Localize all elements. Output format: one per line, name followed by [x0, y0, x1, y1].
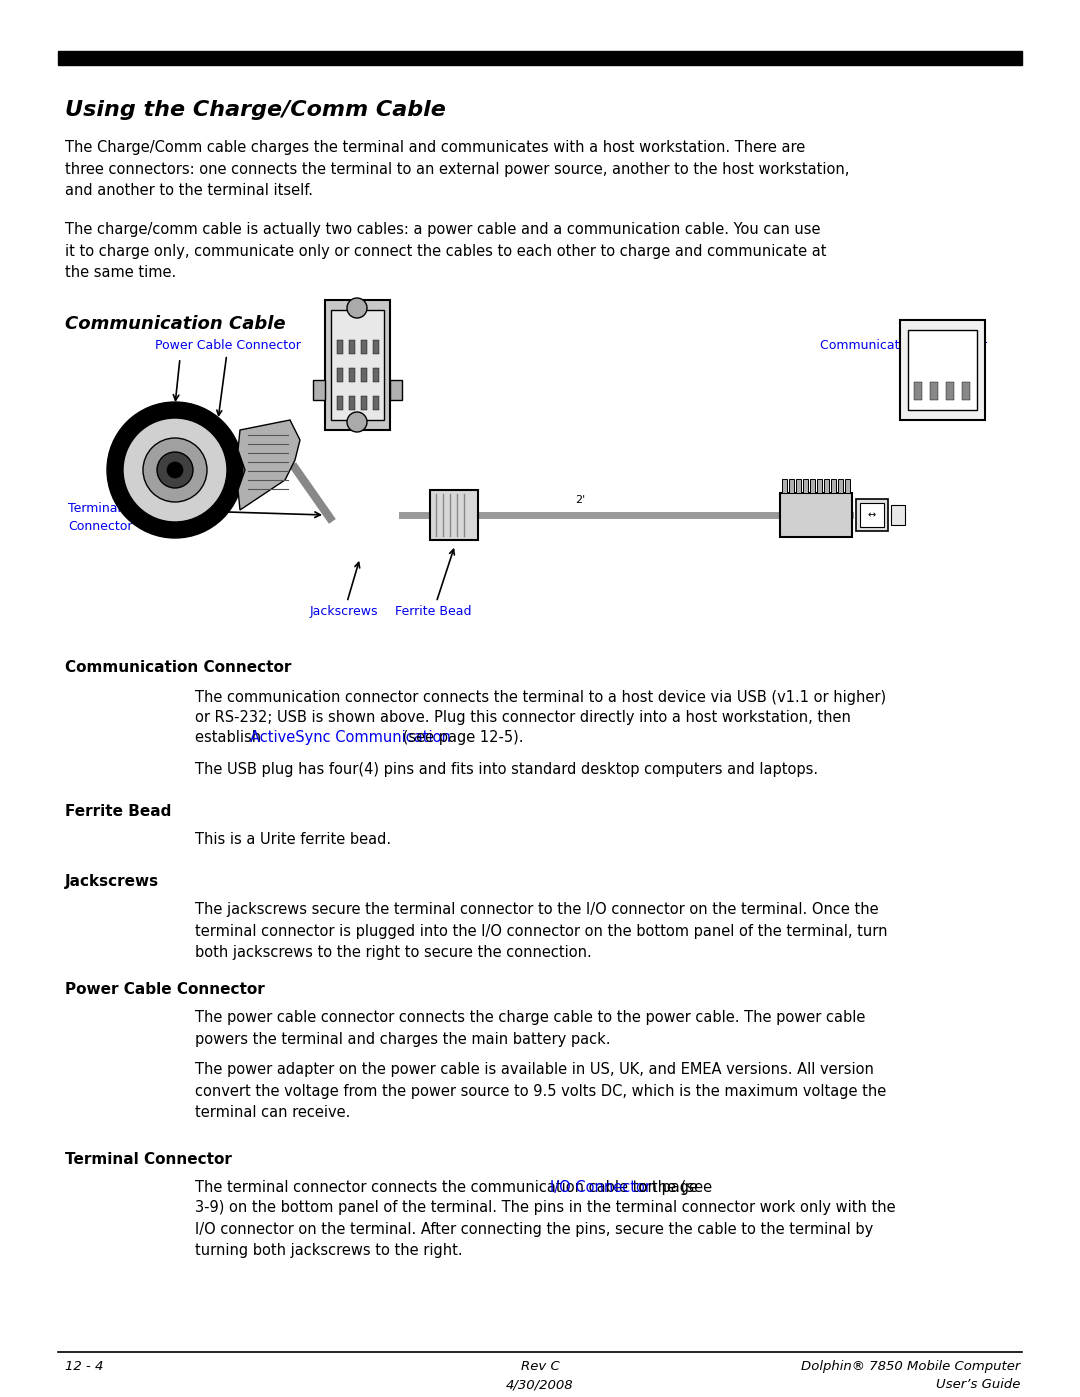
Text: The terminal connector connects the communication cable to the (see: The terminal connector connects the comm…: [195, 1180, 717, 1194]
Circle shape: [347, 298, 367, 319]
Bar: [900, 320, 985, 420]
Text: Rev C: Rev C: [521, 1361, 559, 1373]
Bar: [337, 367, 343, 381]
Bar: [373, 395, 379, 409]
Bar: [325, 300, 390, 430]
Bar: [330, 310, 384, 420]
Bar: [361, 367, 367, 381]
Text: or RS-232; USB is shown above. Plug this connector directly into a host workstat: or RS-232; USB is shown above. Plug this…: [195, 710, 851, 725]
Circle shape: [107, 402, 243, 538]
Circle shape: [123, 418, 227, 522]
Bar: [349, 339, 355, 353]
Text: ↔: ↔: [868, 510, 876, 520]
Text: 4/30/2008: 4/30/2008: [507, 1377, 573, 1391]
Circle shape: [143, 439, 207, 502]
Bar: [789, 479, 794, 493]
Bar: [845, 479, 850, 493]
Text: Dolphin® 7850 Mobile Computer: Dolphin® 7850 Mobile Computer: [800, 1361, 1020, 1373]
Bar: [816, 479, 822, 493]
Bar: [908, 330, 977, 409]
Text: ActiveSync Communication: ActiveSync Communication: [249, 731, 450, 745]
Bar: [337, 339, 343, 353]
Bar: [930, 381, 939, 400]
Text: This is a Urite ferrite bead.: This is a Urite ferrite bead.: [195, 833, 391, 847]
Bar: [962, 381, 970, 400]
Text: Using the Charge/Comm Cable: Using the Charge/Comm Cable: [65, 101, 446, 120]
Bar: [891, 504, 905, 525]
Bar: [361, 395, 367, 409]
Text: The communication connector connects the terminal to a host device via USB (v1.1: The communication connector connects the…: [195, 690, 886, 705]
Bar: [373, 367, 379, 381]
Text: 3-9) on the bottom panel of the terminal. The pins in the terminal connector wor: 3-9) on the bottom panel of the terminal…: [195, 1200, 895, 1259]
Text: Ferrite Bead: Ferrite Bead: [65, 805, 172, 819]
Bar: [946, 381, 954, 400]
Text: 2': 2': [575, 495, 585, 504]
Bar: [804, 479, 808, 493]
Text: User’s Guide: User’s Guide: [935, 1377, 1020, 1391]
Text: Ferrite Bead: Ferrite Bead: [395, 549, 472, 617]
Bar: [831, 479, 836, 493]
Text: Jackscrews: Jackscrews: [65, 875, 159, 888]
Bar: [361, 339, 367, 353]
Polygon shape: [238, 420, 300, 510]
Bar: [349, 367, 355, 381]
Text: Terminal: Terminal: [68, 502, 121, 515]
Circle shape: [167, 462, 183, 478]
Bar: [373, 339, 379, 353]
Bar: [313, 380, 325, 400]
Text: The power adapter on the power cable is available in US, UK, and EMEA versions. : The power adapter on the power cable is …: [195, 1062, 887, 1120]
Bar: [349, 395, 355, 409]
Text: establish: establish: [195, 731, 266, 745]
Bar: [337, 395, 343, 409]
Text: Communication Connector: Communication Connector: [65, 659, 292, 675]
Bar: [860, 503, 885, 527]
Bar: [782, 479, 787, 493]
Bar: [780, 493, 852, 536]
Bar: [390, 380, 402, 400]
Text: on page: on page: [634, 1180, 698, 1194]
Text: The Charge/Comm cable charges the terminal and communicates with a host workstat: The Charge/Comm cable charges the termin…: [65, 140, 849, 198]
Circle shape: [347, 412, 367, 432]
Text: (see page 12-5).: (see page 12-5).: [399, 731, 524, 745]
Bar: [58, 52, 1022, 66]
Bar: [430, 490, 478, 541]
Bar: [810, 479, 815, 493]
Text: Connector: Connector: [68, 520, 133, 534]
Bar: [914, 381, 922, 400]
Text: 12 - 4: 12 - 4: [65, 1361, 104, 1373]
Text: The jackscrews secure the terminal connector to the I/O connector on the termina: The jackscrews secure the terminal conne…: [195, 902, 888, 960]
Bar: [856, 499, 888, 531]
Circle shape: [157, 453, 193, 488]
Text: Communication Connector: Communication Connector: [820, 339, 987, 412]
Text: Power Cable Connector: Power Cable Connector: [156, 339, 301, 415]
Text: Power Cable Connector: Power Cable Connector: [65, 982, 265, 997]
Text: The charge/comm cable is actually two cables: a power cable and a communication : The charge/comm cable is actually two ca…: [65, 222, 826, 281]
Bar: [796, 479, 801, 493]
Text: Communication Cable: Communication Cable: [65, 314, 285, 332]
Bar: [824, 479, 829, 493]
Text: Terminal Connector: Terminal Connector: [65, 1153, 232, 1166]
Text: I/O Connector: I/O Connector: [550, 1180, 651, 1194]
Text: Jackscrews: Jackscrews: [310, 563, 378, 617]
Text: The power cable connector connects the charge cable to the power cable. The powe: The power cable connector connects the c…: [195, 1010, 865, 1046]
Text: The USB plug has four(4) pins and fits into standard desktop computers and lapto: The USB plug has four(4) pins and fits i…: [195, 761, 819, 777]
Bar: [838, 479, 843, 493]
